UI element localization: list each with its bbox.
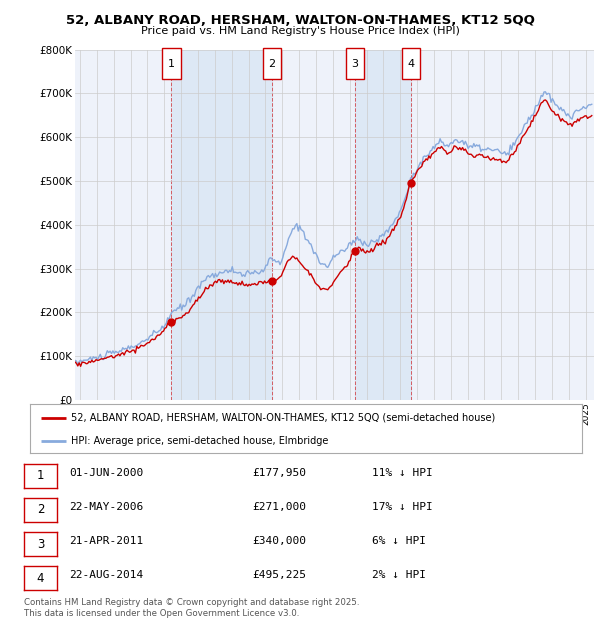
Text: 3: 3 <box>37 538 44 551</box>
Text: £340,000: £340,000 <box>252 536 306 546</box>
Text: 52, ALBANY ROAD, HERSHAM, WALTON-ON-THAMES, KT12 5QQ (semi-detached house): 52, ALBANY ROAD, HERSHAM, WALTON-ON-THAM… <box>71 413 496 423</box>
Text: £271,000: £271,000 <box>252 502 306 512</box>
Text: Contains HM Land Registry data © Crown copyright and database right 2025.
This d: Contains HM Land Registry data © Crown c… <box>24 598 359 618</box>
Text: 17% ↓ HPI: 17% ↓ HPI <box>372 502 433 512</box>
Text: 3: 3 <box>352 59 358 69</box>
Text: 22-MAY-2006: 22-MAY-2006 <box>69 502 143 512</box>
Text: 1: 1 <box>37 469 44 482</box>
Bar <box>355 50 411 400</box>
FancyBboxPatch shape <box>263 48 281 79</box>
Text: 4: 4 <box>37 572 44 585</box>
Text: 01-JUN-2000: 01-JUN-2000 <box>69 467 143 478</box>
FancyBboxPatch shape <box>402 48 420 79</box>
FancyBboxPatch shape <box>162 48 181 79</box>
Text: Price paid vs. HM Land Registry's House Price Index (HPI): Price paid vs. HM Land Registry's House … <box>140 26 460 36</box>
Text: 2% ↓ HPI: 2% ↓ HPI <box>372 570 426 580</box>
Text: 4: 4 <box>407 59 415 69</box>
Text: HPI: Average price, semi-detached house, Elmbridge: HPI: Average price, semi-detached house,… <box>71 435 329 446</box>
Text: 6% ↓ HPI: 6% ↓ HPI <box>372 536 426 546</box>
Bar <box>172 50 272 400</box>
Text: 11% ↓ HPI: 11% ↓ HPI <box>372 467 433 478</box>
Text: 2: 2 <box>268 59 275 69</box>
Text: 1: 1 <box>168 59 175 69</box>
Text: 52, ALBANY ROAD, HERSHAM, WALTON-ON-THAMES, KT12 5QQ: 52, ALBANY ROAD, HERSHAM, WALTON-ON-THAM… <box>65 14 535 27</box>
Text: 22-AUG-2014: 22-AUG-2014 <box>69 570 143 580</box>
Text: £495,225: £495,225 <box>252 570 306 580</box>
FancyBboxPatch shape <box>346 48 364 79</box>
Text: 2: 2 <box>37 503 44 516</box>
Text: 21-APR-2011: 21-APR-2011 <box>69 536 143 546</box>
Text: £177,950: £177,950 <box>252 467 306 478</box>
